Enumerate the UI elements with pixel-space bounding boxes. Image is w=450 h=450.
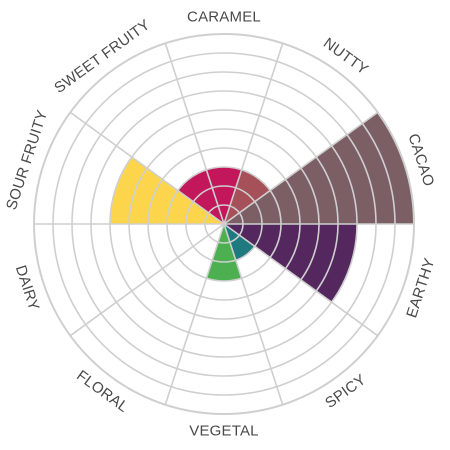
category-label-floral: FLORAL xyxy=(73,367,131,416)
grid-spoke xyxy=(69,223,225,337)
wedge-sweet-fruity xyxy=(177,169,224,224)
grid-spoke xyxy=(223,111,379,225)
wedge-nutty xyxy=(224,169,271,224)
wedge-caramel xyxy=(206,167,242,224)
category-label-dairy: DAIRY xyxy=(12,263,43,313)
category-label-vegetal: VEGETAL xyxy=(189,423,258,440)
grid-spoke xyxy=(223,223,379,337)
category-label-sour-fruity: SOUR FRUITY xyxy=(3,108,51,212)
wedge-sour-fruity xyxy=(109,156,224,224)
category-label-spicy: SPICY xyxy=(322,371,369,412)
grid-spoke xyxy=(223,43,284,225)
category-label-sweet-fruity: SWEET FRUITY xyxy=(51,16,153,97)
grid-spoke xyxy=(164,223,225,405)
category-label-nutty: NUTTY xyxy=(320,35,371,79)
grid-spoke xyxy=(164,43,225,225)
grid-spoke xyxy=(223,223,284,405)
wedge-spicy xyxy=(224,224,255,261)
grid-spoke xyxy=(69,111,225,225)
wedge-vegetal xyxy=(206,224,242,281)
grid-layer xyxy=(33,33,415,415)
wedge-cacao xyxy=(224,112,414,224)
category-label-caramel: CARAMEL xyxy=(187,9,261,26)
